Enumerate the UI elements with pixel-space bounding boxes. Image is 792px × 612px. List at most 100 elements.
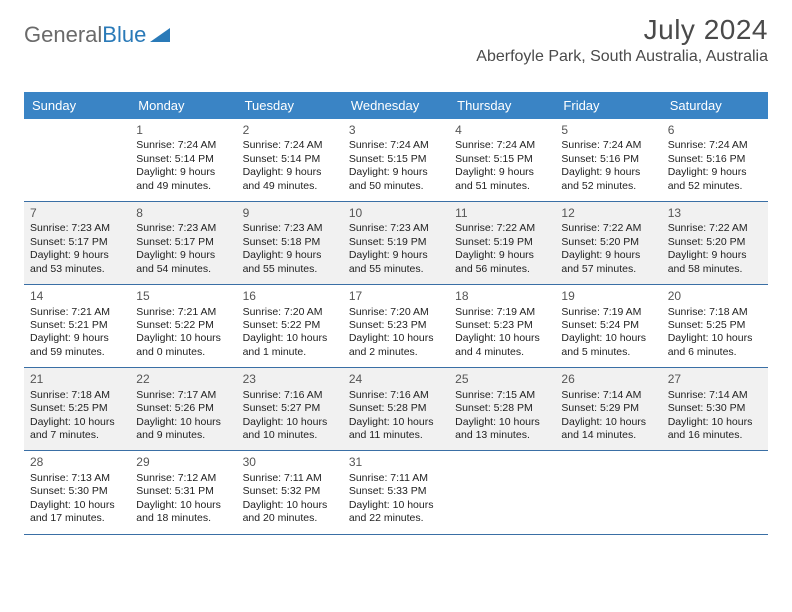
day-number: 17 <box>349 289 443 304</box>
day-d2: and 7 minutes. <box>30 429 124 442</box>
day-cell: 10Sunrise: 7:23 AMSunset: 5:19 PMDayligh… <box>343 202 449 284</box>
day-d2: and 0 minutes. <box>136 346 230 359</box>
day-d2: and 6 minutes. <box>668 346 762 359</box>
day-sr: Sunrise: 7:18 AM <box>668 306 762 319</box>
week-row: 7Sunrise: 7:23 AMSunset: 5:17 PMDaylight… <box>24 202 768 285</box>
day-ss: Sunset: 5:25 PM <box>30 402 124 415</box>
day-sr: Sunrise: 7:24 AM <box>243 139 337 152</box>
day-number: 1 <box>136 123 230 138</box>
day-sr: Sunrise: 7:16 AM <box>349 389 443 402</box>
brand-part2: Blue <box>102 22 146 48</box>
day-cell: 8Sunrise: 7:23 AMSunset: 5:17 PMDaylight… <box>130 202 236 284</box>
day-sr: Sunrise: 7:15 AM <box>455 389 549 402</box>
day-number: 10 <box>349 206 443 221</box>
day-ss: Sunset: 5:29 PM <box>561 402 655 415</box>
day-cell: 6Sunrise: 7:24 AMSunset: 5:16 PMDaylight… <box>662 119 768 201</box>
day-ss: Sunset: 5:28 PM <box>455 402 549 415</box>
day-d2: and 9 minutes. <box>136 429 230 442</box>
day-d1: Daylight: 9 hours <box>30 249 124 262</box>
day-sr: Sunrise: 7:24 AM <box>136 139 230 152</box>
week-row: 28Sunrise: 7:13 AMSunset: 5:30 PMDayligh… <box>24 451 768 534</box>
day-sr: Sunrise: 7:23 AM <box>30 222 124 235</box>
day-ss: Sunset: 5:31 PM <box>136 485 230 498</box>
day-d2: and 49 minutes. <box>243 180 337 193</box>
day-ss: Sunset: 5:26 PM <box>136 402 230 415</box>
day-sr: Sunrise: 7:12 AM <box>136 472 230 485</box>
day-d1: Daylight: 10 hours <box>243 416 337 429</box>
day-d2: and 58 minutes. <box>668 263 762 276</box>
day-number: 4 <box>455 123 549 138</box>
day-cell: 16Sunrise: 7:20 AMSunset: 5:22 PMDayligh… <box>237 285 343 367</box>
day-d1: Daylight: 9 hours <box>30 332 124 345</box>
day-d2: and 22 minutes. <box>349 512 443 525</box>
day-cell: 3Sunrise: 7:24 AMSunset: 5:15 PMDaylight… <box>343 119 449 201</box>
day-ss: Sunset: 5:17 PM <box>136 236 230 249</box>
day-cell: 11Sunrise: 7:22 AMSunset: 5:19 PMDayligh… <box>449 202 555 284</box>
title-location: Aberfoyle Park, South Australia, Austral… <box>476 48 768 66</box>
day-ss: Sunset: 5:27 PM <box>243 402 337 415</box>
day-number: 19 <box>561 289 655 304</box>
day-d2: and 2 minutes. <box>349 346 443 359</box>
day-number: 15 <box>136 289 230 304</box>
day-d1: Daylight: 9 hours <box>243 249 337 262</box>
day-ss: Sunset: 5:22 PM <box>243 319 337 332</box>
day-d2: and 16 minutes. <box>668 429 762 442</box>
day-sr: Sunrise: 7:23 AM <box>243 222 337 235</box>
day-ss: Sunset: 5:30 PM <box>30 485 124 498</box>
weekday-label: Saturday <box>662 92 768 119</box>
weekday-label: Friday <box>555 92 661 119</box>
day-cell: 21Sunrise: 7:18 AMSunset: 5:25 PMDayligh… <box>24 368 130 450</box>
day-d2: and 52 minutes. <box>561 180 655 193</box>
day-d1: Daylight: 10 hours <box>349 499 443 512</box>
day-d1: Daylight: 9 hours <box>455 166 549 179</box>
day-number: 30 <box>243 455 337 470</box>
day-d1: Daylight: 9 hours <box>349 166 443 179</box>
day-d2: and 5 minutes. <box>561 346 655 359</box>
weekday-label: Monday <box>130 92 236 119</box>
day-d2: and 52 minutes. <box>668 180 762 193</box>
day-d2: and 51 minutes. <box>455 180 549 193</box>
day-number: 28 <box>30 455 124 470</box>
day-ss: Sunset: 5:16 PM <box>561 153 655 166</box>
day-d1: Daylight: 9 hours <box>136 249 230 262</box>
day-sr: Sunrise: 7:23 AM <box>136 222 230 235</box>
day-d2: and 18 minutes. <box>136 512 230 525</box>
day-d1: Daylight: 9 hours <box>455 249 549 262</box>
day-cell: 13Sunrise: 7:22 AMSunset: 5:20 PMDayligh… <box>662 202 768 284</box>
title-month: July 2024 <box>476 14 768 46</box>
day-number: 27 <box>668 372 762 387</box>
week-row: 14Sunrise: 7:21 AMSunset: 5:21 PMDayligh… <box>24 285 768 368</box>
day-number: 12 <box>561 206 655 221</box>
day-sr: Sunrise: 7:22 AM <box>455 222 549 235</box>
day-ss: Sunset: 5:15 PM <box>455 153 549 166</box>
day-ss: Sunset: 5:15 PM <box>349 153 443 166</box>
day-d1: Daylight: 10 hours <box>561 416 655 429</box>
calendar: Sunday Monday Tuesday Wednesday Thursday… <box>24 92 768 535</box>
day-number: 26 <box>561 372 655 387</box>
day-cell: 1Sunrise: 7:24 AMSunset: 5:14 PMDaylight… <box>130 119 236 201</box>
day-d1: Daylight: 10 hours <box>561 332 655 345</box>
day-cell: 27Sunrise: 7:14 AMSunset: 5:30 PMDayligh… <box>662 368 768 450</box>
day-cell: 7Sunrise: 7:23 AMSunset: 5:17 PMDaylight… <box>24 202 130 284</box>
brand-triangle-icon <box>150 26 172 44</box>
day-cell: 26Sunrise: 7:14 AMSunset: 5:29 PMDayligh… <box>555 368 661 450</box>
day-number: 21 <box>30 372 124 387</box>
day-d1: Daylight: 9 hours <box>561 166 655 179</box>
day-cell: 25Sunrise: 7:15 AMSunset: 5:28 PMDayligh… <box>449 368 555 450</box>
week-row: 21Sunrise: 7:18 AMSunset: 5:25 PMDayligh… <box>24 368 768 451</box>
day-sr: Sunrise: 7:11 AM <box>243 472 337 485</box>
day-d2: and 49 minutes. <box>136 180 230 193</box>
day-cell: 31Sunrise: 7:11 AMSunset: 5:33 PMDayligh… <box>343 451 449 533</box>
day-number: 24 <box>349 372 443 387</box>
day-number: 6 <box>668 123 762 138</box>
day-cell: 29Sunrise: 7:12 AMSunset: 5:31 PMDayligh… <box>130 451 236 533</box>
day-sr: Sunrise: 7:24 AM <box>668 139 762 152</box>
day-ss: Sunset: 5:24 PM <box>561 319 655 332</box>
day-cell: 2Sunrise: 7:24 AMSunset: 5:14 PMDaylight… <box>237 119 343 201</box>
day-d2: and 55 minutes. <box>243 263 337 276</box>
weeks-container: 1Sunrise: 7:24 AMSunset: 5:14 PMDaylight… <box>24 119 768 535</box>
weekday-header: Sunday Monday Tuesday Wednesday Thursday… <box>24 92 768 119</box>
day-d1: Daylight: 10 hours <box>455 416 549 429</box>
day-cell: 30Sunrise: 7:11 AMSunset: 5:32 PMDayligh… <box>237 451 343 533</box>
day-sr: Sunrise: 7:24 AM <box>561 139 655 152</box>
